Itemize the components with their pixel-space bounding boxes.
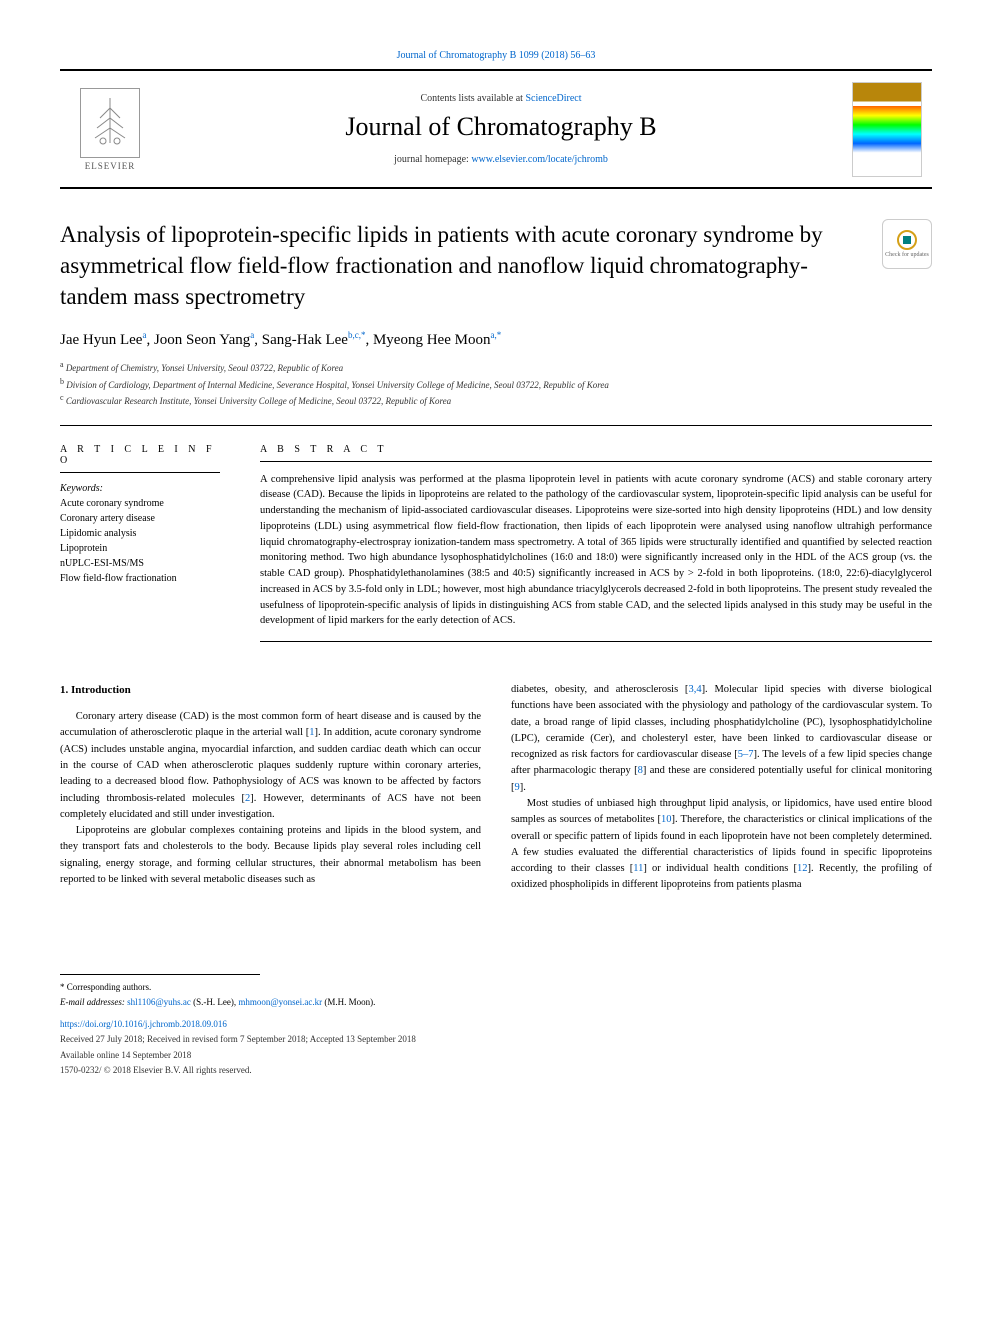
email-name-1: (S.-H. Lee),: [191, 997, 238, 1007]
keyword-item: Flow field-flow fractionation: [60, 571, 230, 586]
affiliation-line: a Department of Chemistry, Yonsei Univer…: [60, 359, 932, 376]
reference-link[interactable]: 2: [245, 793, 250, 804]
keyword-item: Acute coronary syndrome: [60, 496, 230, 511]
article-info-label: A R T I C L E I N F O: [60, 444, 230, 466]
email-label: E-mail addresses:: [60, 997, 127, 1007]
email-link-2[interactable]: mhmoon@yonsei.ac.kr: [238, 997, 322, 1007]
copyright-line: 1570-0232/ © 2018 Elsevier B.V. All righ…: [60, 1064, 932, 1078]
check-updates-label: Check for updates: [885, 252, 929, 258]
keyword-item: Coronary artery disease: [60, 511, 230, 526]
contents-prefix: Contents lists available at: [420, 93, 525, 104]
journal-citation-link[interactable]: Journal of Chromatography B 1099 (2018) …: [60, 50, 932, 61]
reference-link[interactable]: 12: [797, 863, 808, 874]
corresponding-authors-label: * Corresponding authors.: [60, 981, 932, 995]
body-paragraph: Lipoproteins are globular complexes cont…: [60, 823, 481, 888]
cover-image: [852, 82, 922, 177]
reference-link[interactable]: 9: [515, 782, 520, 793]
journal-homepage-line: journal homepage: www.elsevier.com/locat…: [394, 154, 608, 165]
keywords-label: Keywords:: [60, 483, 230, 494]
elsevier-tree-icon: [80, 88, 140, 158]
authors-line: Jae Hyun Leea, Joon Seon Yanga, Sang-Hak…: [60, 330, 932, 349]
footer-rule: [60, 974, 260, 975]
reference-link[interactable]: 5–7: [738, 749, 754, 760]
keywords-list: Acute coronary syndromeCoronary artery d…: [60, 496, 230, 586]
reference-link[interactable]: 10: [661, 814, 672, 825]
affiliation-line: c Cardiovascular Research Institute, Yon…: [60, 392, 932, 409]
homepage-prefix: journal homepage:: [394, 154, 471, 165]
body-column-left: 1. Introduction Coronary artery disease …: [60, 682, 481, 893]
email-name-2: (M.H. Moon).: [322, 997, 375, 1007]
sciencedirect-link[interactable]: ScienceDirect: [525, 93, 581, 104]
reference-link[interactable]: 1: [309, 727, 314, 738]
body-paragraph: Coronary artery disease (CAD) is the mos…: [60, 709, 481, 823]
page-footer: * Corresponding authors. E-mail addresse…: [60, 974, 932, 1078]
abstract-bottom-rule: [260, 641, 932, 642]
reference-link[interactable]: 3,4: [688, 684, 701, 695]
header-center: Contents lists available at ScienceDirec…: [160, 71, 842, 187]
article-info-column: A R T I C L E I N F O Keywords: Acute co…: [60, 444, 260, 653]
keyword-item: nUPLC-ESI-MS/MS: [60, 556, 230, 571]
abstract-column: A B S T R A C T A comprehensive lipid an…: [260, 444, 932, 653]
journal-name: Journal of Chromatography B: [345, 112, 656, 142]
keyword-item: Lipoprotein: [60, 541, 230, 556]
doi-link[interactable]: https://doi.org/10.1016/j.jchromb.2018.0…: [60, 1018, 932, 1032]
journal-header: ELSEVIER Contents lists available at Sci…: [60, 69, 932, 189]
reference-link[interactable]: 11: [633, 863, 643, 874]
available-online: Available online 14 September 2018: [60, 1049, 932, 1063]
section-1-heading: 1. Introduction: [60, 682, 481, 699]
keyword-item: Lipidomic analysis: [60, 526, 230, 541]
check-updates-icon: [897, 230, 917, 250]
publisher-name: ELSEVIER: [85, 161, 136, 171]
received-dates: Received 27 July 2018; Received in revis…: [60, 1033, 932, 1047]
affiliations-block: a Department of Chemistry, Yonsei Univer…: [60, 359, 932, 409]
reference-link[interactable]: 8: [638, 765, 643, 776]
journal-homepage-link[interactable]: www.elsevier.com/locate/jchromb: [471, 154, 608, 165]
affiliation-line: b Division of Cardiology, Department of …: [60, 376, 932, 393]
check-for-updates-button[interactable]: Check for updates: [882, 219, 932, 269]
article-title: Analysis of lipoprotein-specific lipids …: [60, 219, 862, 312]
journal-cover-thumbnail[interactable]: [842, 71, 932, 187]
contents-available-line: Contents lists available at ScienceDirec…: [420, 93, 581, 104]
body-paragraph: diabetes, obesity, and atherosclerosis […: [511, 682, 932, 796]
email-line: E-mail addresses: shl1106@yuhs.ac (S.-H.…: [60, 996, 932, 1010]
body-paragraph: Most studies of unbiased high throughput…: [511, 796, 932, 894]
body-column-right: diabetes, obesity, and atherosclerosis […: [511, 682, 932, 893]
divider: [60, 425, 932, 426]
abstract-rule: [260, 461, 932, 462]
email-link-1[interactable]: shl1106@yuhs.ac: [127, 997, 191, 1007]
publisher-logo[interactable]: ELSEVIER: [60, 71, 160, 187]
article-info-rule: [60, 472, 220, 473]
abstract-text: A comprehensive lipid analysis was perfo…: [260, 472, 932, 630]
body-two-column: 1. Introduction Coronary artery disease …: [60, 682, 932, 893]
abstract-label: A B S T R A C T: [260, 444, 932, 455]
